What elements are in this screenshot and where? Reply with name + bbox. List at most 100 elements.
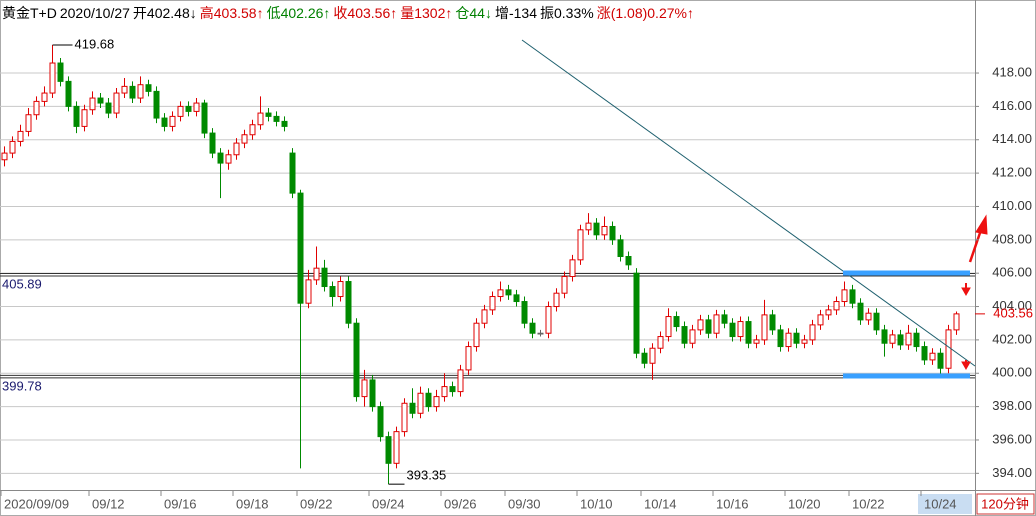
candle-body bbox=[641, 352, 648, 364]
candle-body bbox=[657, 336, 664, 349]
x-tick-label: 10/10 bbox=[580, 496, 613, 511]
candle-body bbox=[449, 386, 456, 393]
y-tick-label: 396.00 bbox=[992, 431, 1032, 446]
candle-body bbox=[849, 289, 856, 304]
candle-body bbox=[601, 225, 608, 236]
max-label: 419.68 bbox=[75, 36, 115, 51]
candle-body bbox=[729, 322, 736, 338]
min-label: 393.35 bbox=[407, 468, 447, 483]
candle-body bbox=[393, 431, 400, 464]
candle-body bbox=[865, 312, 872, 321]
candle-body bbox=[673, 316, 680, 328]
candle-body bbox=[249, 124, 256, 136]
candle-body bbox=[593, 222, 600, 236]
candle-body bbox=[929, 352, 936, 361]
candle-body bbox=[705, 319, 712, 334]
candle-body bbox=[945, 329, 952, 369]
candle-body bbox=[425, 392, 432, 408]
header-item: 高403.58↑ bbox=[199, 5, 264, 21]
candle-body bbox=[25, 114, 32, 132]
candle-body bbox=[761, 314, 768, 341]
y-tick-label: 408.00 bbox=[992, 231, 1032, 246]
price-line-label: 405.89 bbox=[2, 276, 42, 291]
price-line-label: 399.78 bbox=[2, 378, 42, 393]
candle-body bbox=[753, 339, 760, 344]
candle-body bbox=[649, 347, 656, 364]
header-item: 增-134 bbox=[494, 5, 537, 21]
candle-body bbox=[873, 312, 880, 331]
candle-body bbox=[617, 239, 624, 258]
x-tick-label: 09/18 bbox=[236, 496, 269, 511]
candle-body bbox=[113, 92, 120, 114]
candle-body bbox=[433, 396, 440, 408]
candle-body bbox=[337, 281, 344, 298]
candle-body bbox=[825, 309, 832, 316]
candle-body bbox=[201, 102, 208, 134]
candle-body bbox=[129, 85, 136, 99]
x-tick-label: 10/22 bbox=[852, 496, 885, 511]
candle-body bbox=[313, 267, 320, 281]
header-item: 仓44↓ bbox=[455, 5, 492, 21]
candle-body bbox=[897, 334, 904, 346]
period-label: 120分钟 bbox=[981, 496, 1029, 511]
candle-body bbox=[809, 324, 816, 341]
candle-body bbox=[33, 100, 40, 116]
candle-body bbox=[737, 321, 744, 338]
candle-body bbox=[545, 306, 552, 334]
candle-body bbox=[441, 386, 448, 398]
x-tick-label: 10/16 bbox=[716, 496, 749, 511]
candle-body bbox=[233, 142, 240, 156]
candle-body bbox=[225, 154, 232, 164]
x-tick-label: 09/22 bbox=[300, 496, 333, 511]
header-item: 低402.26↑ bbox=[266, 5, 331, 21]
header-item: 振0.33% bbox=[540, 5, 594, 21]
candle-body bbox=[625, 256, 632, 266]
y-tick-label: 414.00 bbox=[992, 131, 1032, 146]
y-tick-label: 400.00 bbox=[992, 365, 1032, 380]
candle-body bbox=[185, 105, 192, 112]
candle-body bbox=[793, 332, 800, 344]
candle-body bbox=[529, 322, 536, 334]
candle-body bbox=[721, 314, 728, 324]
header-item: 涨(1.08)0.27%↑ bbox=[596, 5, 694, 21]
candle-body bbox=[481, 309, 488, 324]
candle-body bbox=[329, 286, 336, 298]
candle-body bbox=[889, 334, 896, 344]
candle-body bbox=[73, 105, 80, 127]
candle-body bbox=[273, 115, 280, 122]
candle-body bbox=[561, 276, 568, 294]
header-item: 收403.56↑ bbox=[333, 5, 398, 21]
x-tick-label: 10/20 bbox=[788, 496, 821, 511]
header: 黄金T+D 2020/10/27 开402.48↓ 高403.58↑ 低402.26↑ 收… bbox=[2, 3, 697, 23]
candle-body bbox=[689, 329, 696, 344]
candle-body bbox=[17, 130, 24, 142]
candle-body bbox=[97, 97, 104, 104]
candle-body bbox=[857, 302, 864, 321]
candle-body bbox=[769, 314, 776, 331]
x-tick-label: 2020/09/09 bbox=[4, 496, 69, 511]
candle-body bbox=[905, 332, 912, 346]
candle-body bbox=[169, 115, 176, 127]
candle-body bbox=[321, 267, 328, 288]
trend-line bbox=[521, 39, 976, 367]
candle-body bbox=[297, 192, 304, 304]
candle-body bbox=[353, 322, 360, 398]
candle-body bbox=[697, 319, 704, 331]
arrows bbox=[961, 214, 988, 371]
candle-body bbox=[489, 296, 496, 311]
candle-body bbox=[817, 314, 824, 326]
candle-body bbox=[137, 84, 144, 99]
candle-body bbox=[457, 369, 464, 393]
candle-body bbox=[465, 346, 472, 371]
x-tick-label: 09/24 bbox=[372, 496, 405, 511]
y-tick-label: 398.00 bbox=[992, 398, 1032, 413]
candle-body bbox=[1, 152, 8, 161]
candle-body bbox=[801, 339, 808, 344]
arrow-head bbox=[961, 287, 971, 297]
candle-body bbox=[89, 97, 96, 111]
candle-body bbox=[265, 112, 272, 117]
header-item: 黄金T+D bbox=[2, 5, 57, 21]
candle-body bbox=[345, 281, 352, 324]
candle-body bbox=[361, 379, 368, 398]
